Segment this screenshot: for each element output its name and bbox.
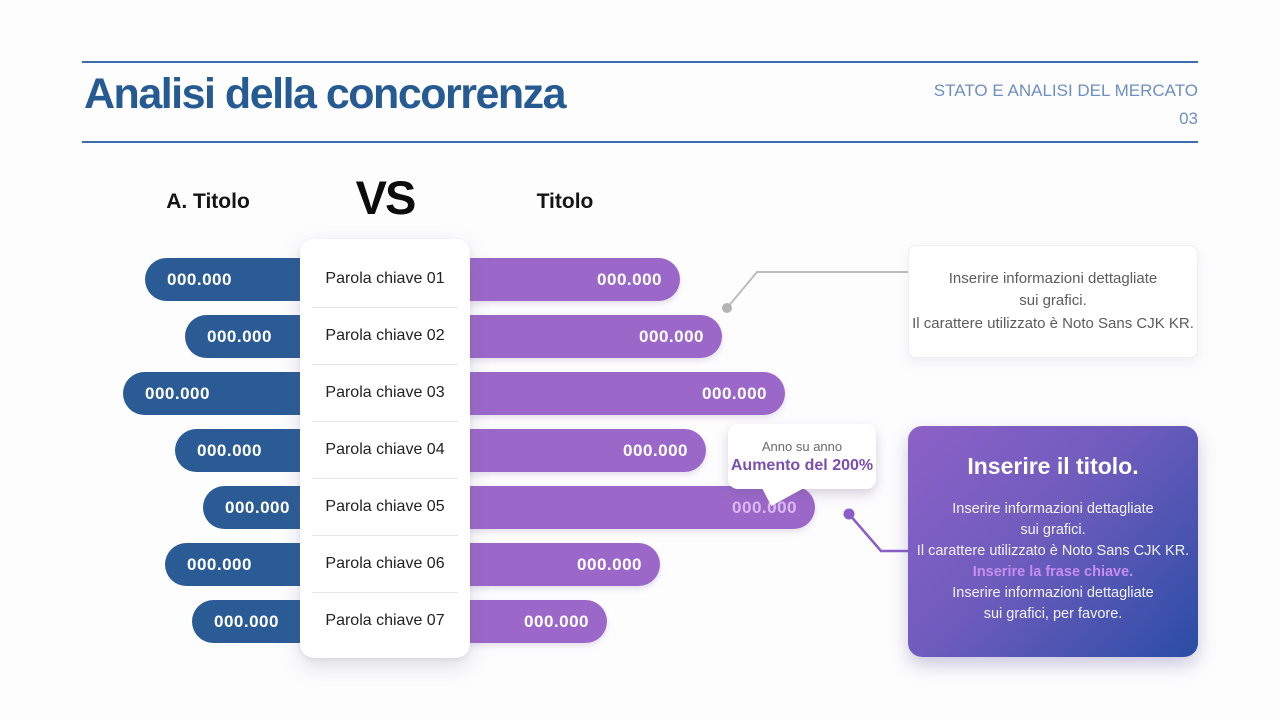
slide-eyebrow: STATO E ANALISI DEL MERCATO xyxy=(933,81,1198,100)
bar-right-4: 000.000 xyxy=(452,429,706,472)
info-highlight-line: Inserire la frase chiave. xyxy=(972,564,1134,580)
bar-left-3-value: 000.000 xyxy=(145,383,210,403)
info-card: Inserire il titolo. Inserire informazion… xyxy=(908,426,1198,657)
annotation-label: Anno su anno xyxy=(761,438,843,454)
bar-left-7-value: 000.000 xyxy=(214,611,279,631)
bar-right-3-value: 000.000 xyxy=(702,383,767,403)
keyword-card: Parola chiave 01 Parola chiave 02 Parola… xyxy=(300,239,470,658)
keyword-row-5: Parola chiave 05 xyxy=(300,478,470,535)
bar-right-1-value: 000.000 xyxy=(597,269,662,289)
bar-right-6-value: 000.000 xyxy=(577,554,642,574)
bar-left-1: 000.000 xyxy=(145,258,320,301)
left-column-header: A. Titolo xyxy=(166,190,250,213)
annotation-value: Aumento del 200% xyxy=(730,456,874,474)
right-column-header: Titolo xyxy=(536,190,594,213)
bar-left-6: 000.000 xyxy=(165,543,320,586)
keyword-row-2: Parola chiave 02 xyxy=(300,307,470,364)
bar-left-1-value: 000.000 xyxy=(167,269,232,289)
slide-page-number: 03 xyxy=(1179,109,1198,128)
top-divider xyxy=(82,61,1198,63)
bar-right-2: 000.000 xyxy=(452,315,722,358)
header-divider xyxy=(82,141,1198,143)
note-line-1: Inserire informazioni dettagliate xyxy=(948,269,1158,287)
vs-label: VS xyxy=(355,171,417,224)
slide-meta: STATO E ANALISI DEL MERCATO 03 xyxy=(934,77,1198,133)
keyword-row-3: Parola chiave 03 xyxy=(300,364,470,421)
keyword-row-7: Parola chiave 07 xyxy=(300,592,470,649)
bar-left-5-value: 000.000 xyxy=(225,497,290,517)
note-line-3: Il carattere utilizzato è Noto Sans CJK … xyxy=(912,314,1194,332)
bar-left-2-value: 000.000 xyxy=(207,326,272,346)
bar-right-5: 000.000 xyxy=(452,486,815,529)
bar-right-7: 000.000 xyxy=(452,600,607,643)
bar-left-6-value: 000.000 xyxy=(187,554,252,574)
keyword-row-6: Parola chiave 06 xyxy=(300,535,470,592)
bar-right-2-value: 000.000 xyxy=(639,326,704,346)
bar-left-7: 000.000 xyxy=(192,600,320,643)
bar-right-5-value: 000.000 xyxy=(732,497,797,517)
bar-left-3: 000.000 xyxy=(123,372,320,415)
info-line-5: sui grafici, per favore. xyxy=(983,606,1123,622)
page-title: Analisi della concorrenza xyxy=(84,70,567,118)
bar-right-7-value: 000.000 xyxy=(524,611,589,631)
bar-right-6: 000.000 xyxy=(452,543,660,586)
bar-left-2: 000.000 xyxy=(185,315,320,358)
annotation-bubble: Anno su anno Aumento del 200% xyxy=(728,424,876,506)
info-card-title: Inserire il titolo. xyxy=(967,453,1139,479)
info-line-3: Il carattere utilizzato è Noto Sans CJK … xyxy=(916,543,1190,559)
info-line-2: sui grafici. xyxy=(1020,522,1086,538)
bar-left-4-value: 000.000 xyxy=(197,440,262,460)
info-line-1: Inserire informazioni dettagliate xyxy=(952,501,1154,517)
keyword-row-1: Parola chiave 01 xyxy=(325,269,445,287)
bar-right-4-value: 000.000 xyxy=(623,440,688,460)
bar-right-1: 000.000 xyxy=(452,258,680,301)
bar-right-3: 000.000 xyxy=(452,372,785,415)
note-line-2: sui grafici. xyxy=(1019,292,1087,310)
info-line-4: Inserire informazioni dettagliate xyxy=(952,585,1154,601)
bar-left-4: 000.000 xyxy=(175,429,320,472)
keyword-row-4: Parola chiave 04 xyxy=(300,421,470,478)
info-card-body: Inserire informazioni dettagliate sui gr… xyxy=(908,499,1198,625)
note-callout: Inserire informazioni dettagliate sui gr… xyxy=(908,245,1198,358)
